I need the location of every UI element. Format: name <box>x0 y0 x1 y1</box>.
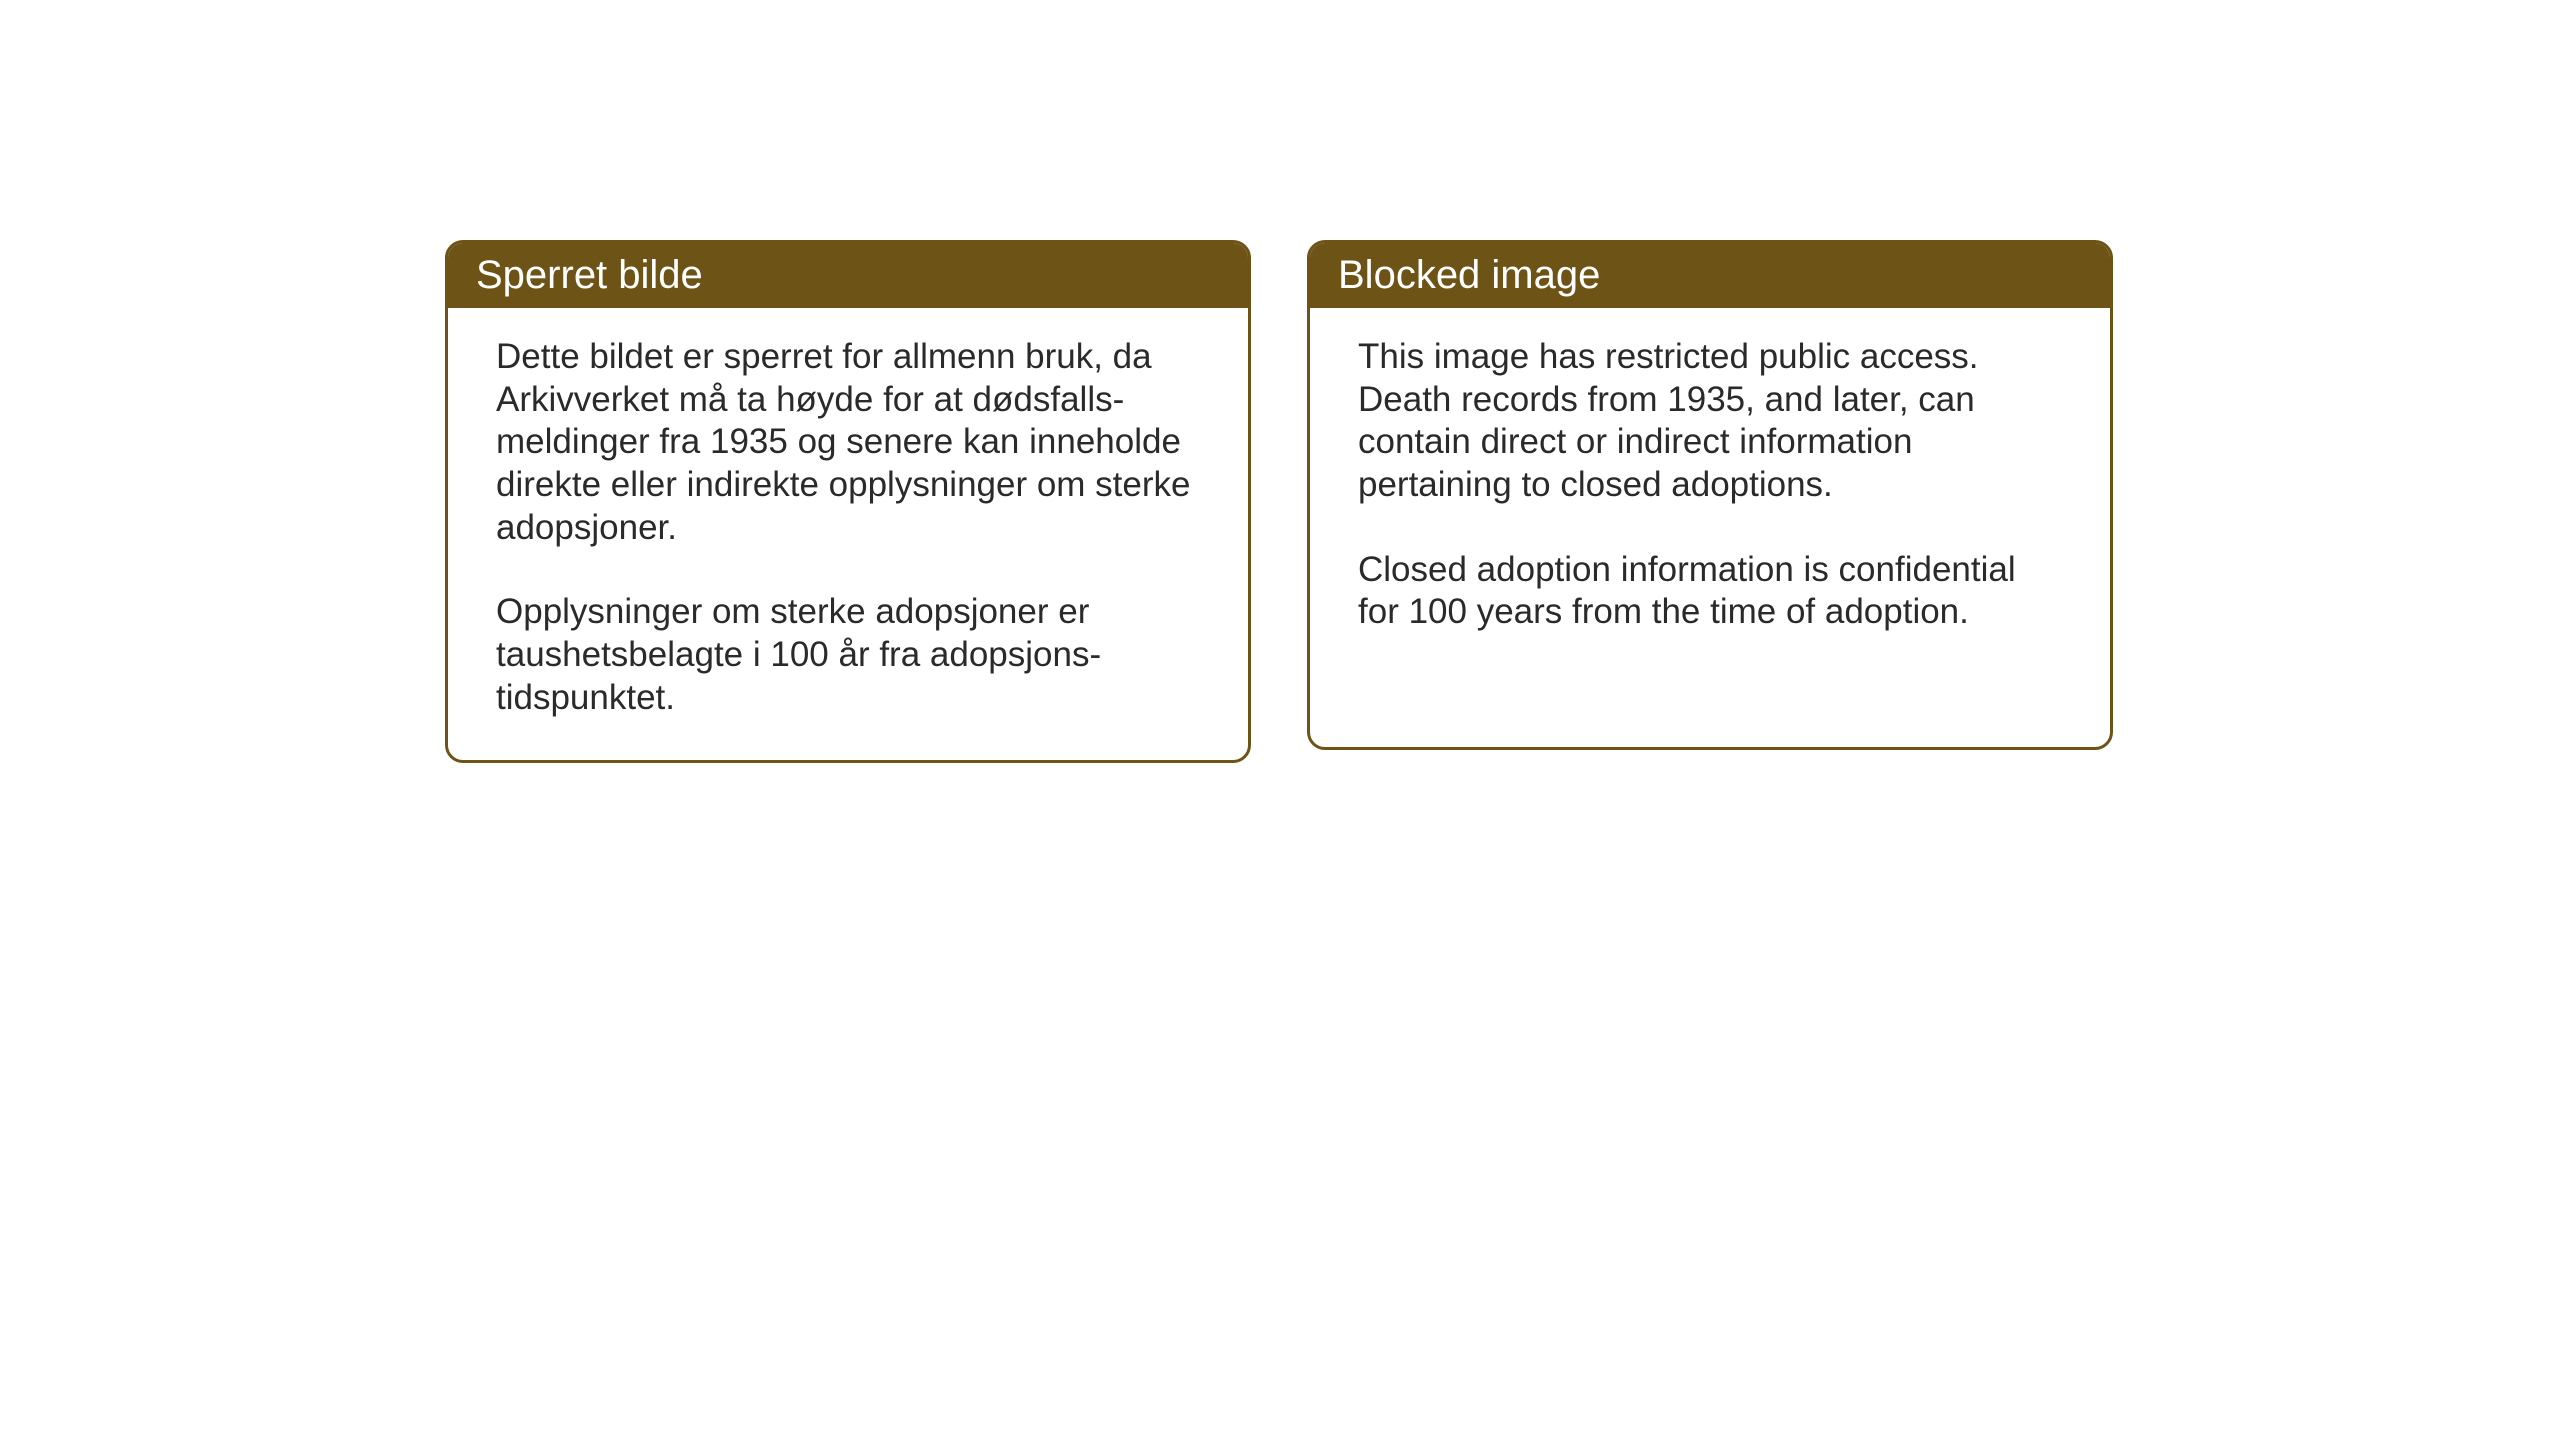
english-paragraph-2: Closed adoption information is confident… <box>1358 549 2062 634</box>
english-notice-body: This image has restricted public access.… <box>1310 308 2110 674</box>
norwegian-paragraph-1: Dette bildet er sperret for allmenn bruk… <box>496 336 1200 549</box>
english-notice-card: Blocked image This image has restricted … <box>1307 240 2113 750</box>
norwegian-notice-title: Sperret bilde <box>476 253 1220 298</box>
norwegian-notice-card: Sperret bilde Dette bildet er sperret fo… <box>445 240 1251 763</box>
norwegian-paragraph-2: Opplysninger om sterke adopsjoner er tau… <box>496 591 1200 719</box>
norwegian-notice-header: Sperret bilde <box>448 243 1248 308</box>
english-notice-header: Blocked image <box>1310 243 2110 308</box>
english-notice-title: Blocked image <box>1338 253 2082 298</box>
norwegian-notice-body: Dette bildet er sperret for allmenn bruk… <box>448 308 1248 760</box>
english-paragraph-1: This image has restricted public access.… <box>1358 336 2062 507</box>
notice-container: Sperret bilde Dette bildet er sperret fo… <box>445 240 2113 763</box>
